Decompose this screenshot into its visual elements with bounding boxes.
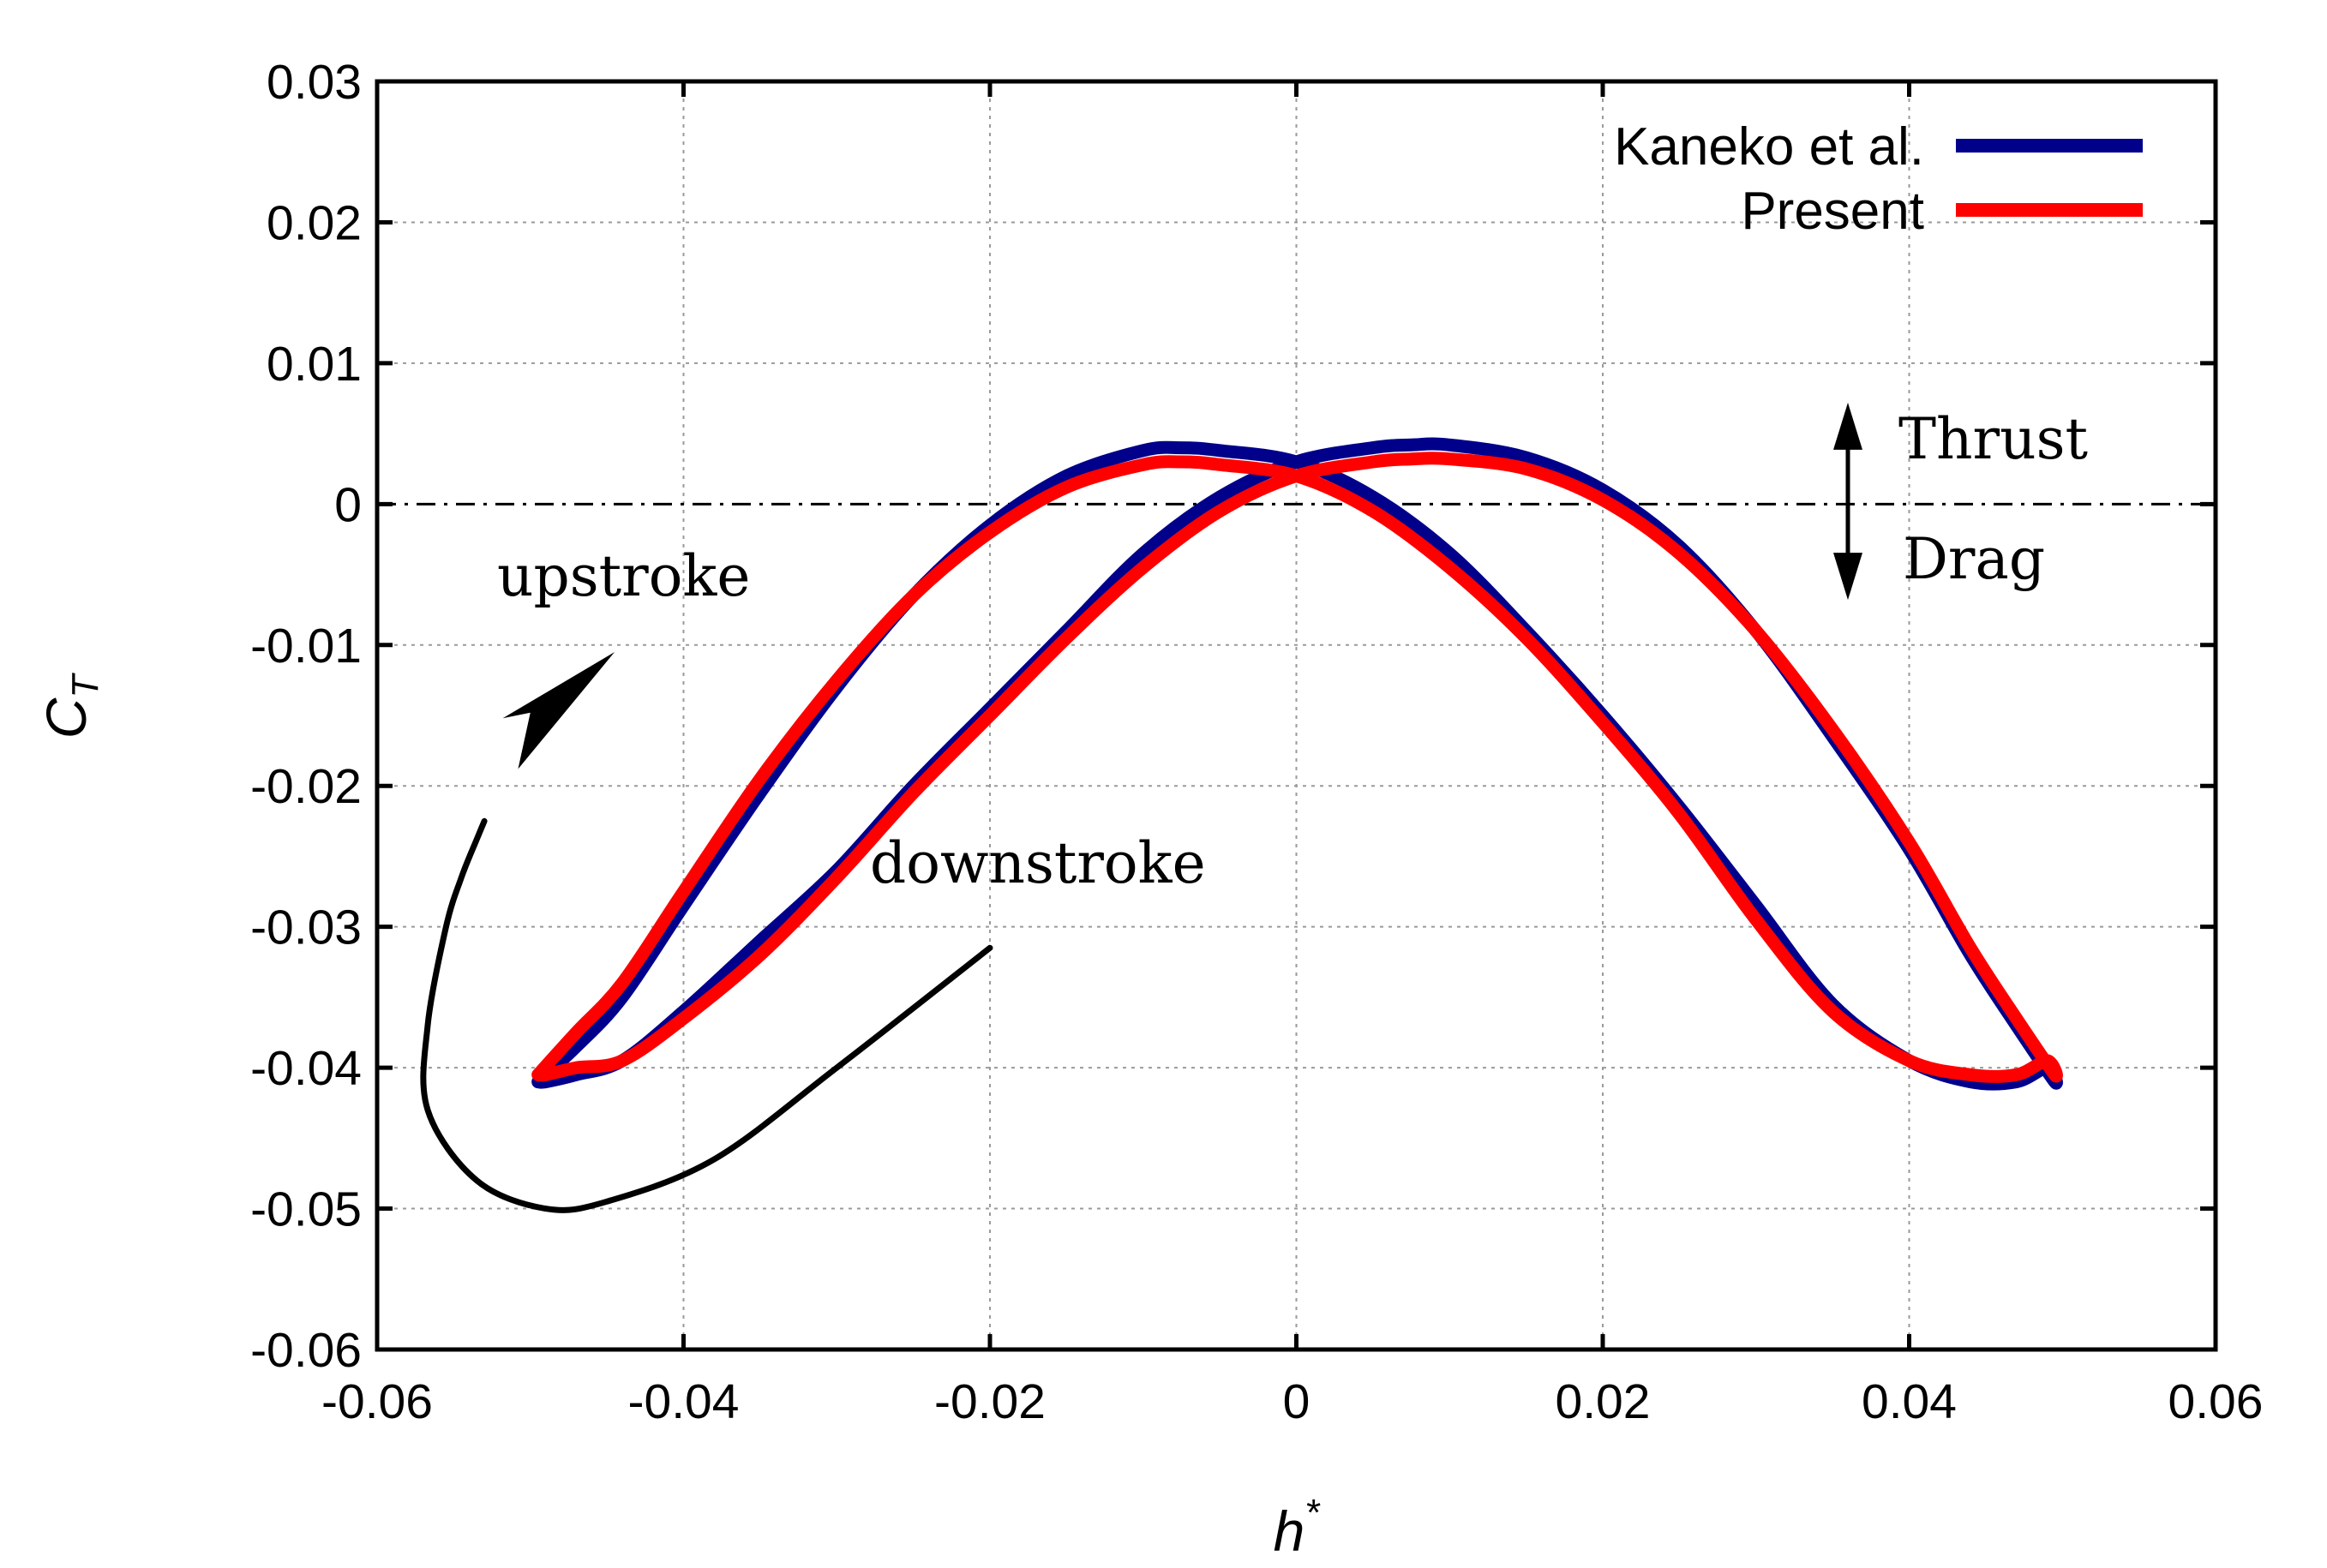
y-tick-label: -0.05 (250, 1182, 362, 1237)
y-tick-label: -0.03 (250, 901, 362, 955)
stroke-direction-arrow (420, 652, 993, 1213)
series-line-present (531, 452, 2063, 1083)
y-axis-label-base: C (34, 697, 98, 739)
axis-ticks: -0.06 -0.04 -0.02 0 0.02 0.04 0.06 0.03 0.02 0.01… (250, 55, 2263, 1429)
y-tick-label: 0 (334, 477, 362, 532)
x-tick-label: -0.04 (628, 1374, 740, 1429)
arrow-shaft (420, 817, 993, 1213)
annotation-drag: Drag (1903, 526, 2045, 592)
plot-frame (375, 79, 2218, 1352)
x-tick-label: 0 (1283, 1374, 1310, 1429)
thrust-drag-indicator (1833, 402, 1862, 601)
arrow-head (502, 652, 615, 769)
x-axis-label: h* (1274, 1492, 1322, 1563)
annotation-downstroke: downstroke (870, 830, 1206, 896)
y-tick-label: -0.06 (250, 1323, 362, 1378)
x-tick-label: 0.02 (1556, 1374, 1651, 1429)
y-tick-label: -0.04 (250, 1041, 362, 1096)
y-axis-label: CT (34, 673, 106, 739)
thrust-arrowhead (1833, 402, 1862, 450)
drag-arrowhead (1833, 553, 1862, 601)
y-tick-label: 0.01 (267, 337, 362, 392)
annotation-upstroke: upstroke (497, 543, 751, 609)
x-tick-label: 0.04 (1862, 1374, 1957, 1429)
series-lines (531, 437, 2063, 1091)
x-tick-label: 0.06 (2168, 1374, 2264, 1429)
y-tick-label: -0.01 (250, 619, 362, 673)
y-tick-label: 0.02 (267, 195, 362, 250)
annotation-thrust: Thrust (1898, 406, 2088, 472)
y-axis-label-sub: T (64, 673, 106, 698)
y-tick-label: 0.03 (267, 55, 362, 110)
x-tick-label: -0.06 (321, 1374, 433, 1429)
legend-label-kaneko: Kaneko et al. (1614, 117, 1924, 177)
legend: Kaneko et al. Present (1614, 117, 2143, 241)
grid-lines (377, 81, 2216, 1350)
x-tick-label: -0.02 (934, 1374, 1046, 1429)
x-axis-label-sup: * (1304, 1492, 1321, 1534)
y-tick-label: -0.02 (250, 759, 362, 814)
x-axis-label-base: h (1274, 1499, 1305, 1563)
legend-label-present: Present (1741, 182, 1924, 241)
